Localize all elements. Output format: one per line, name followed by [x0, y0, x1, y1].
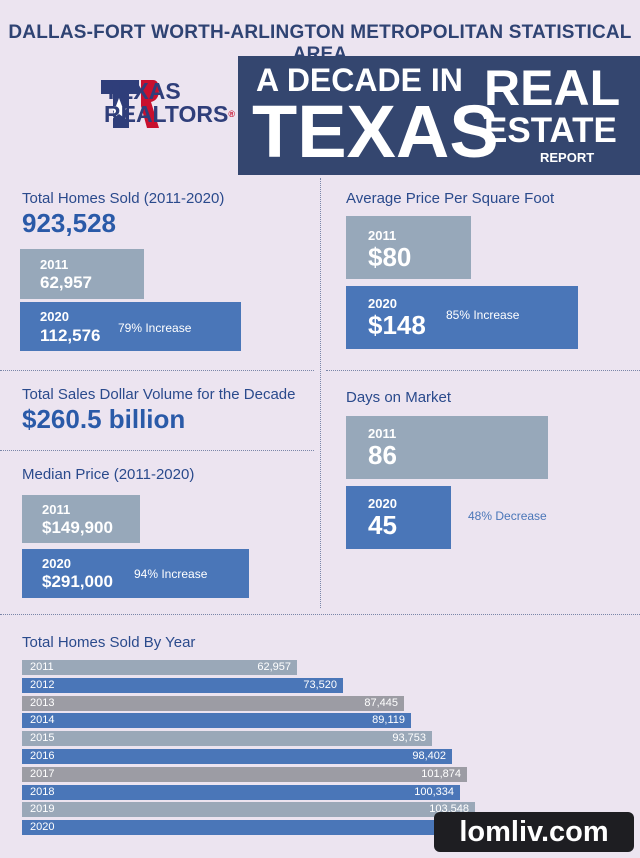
- total-homes-2011-box: 2011 62,957: [20, 249, 144, 299]
- box-year: 2020: [40, 309, 69, 324]
- bar-value-label: 101,874: [421, 768, 461, 780]
- bar-2019: 2019 103,548: [22, 802, 475, 817]
- change-note: 85% Increase: [446, 308, 520, 322]
- column-divider: [320, 178, 321, 608]
- divider-left-1: [0, 370, 314, 371]
- bar-2012: 2012 73,520: [22, 678, 343, 693]
- bar-year-label: 2015: [30, 732, 55, 744]
- avg-price-2011-box: 2011 $80: [346, 216, 471, 279]
- bar-value-label: 98,402: [412, 750, 446, 762]
- texas-realtors-logo-icon: [101, 80, 159, 128]
- sales-volume-value: $260.5 billion: [22, 404, 186, 434]
- total-homes-2020-box: 2020 112,576 79% Increase: [20, 302, 241, 351]
- days-2020-box: 2020 45: [346, 486, 451, 549]
- total-homes-sold-value: 923,528: [22, 208, 116, 238]
- bar-value-label: 62,957: [257, 661, 291, 673]
- median-2011-box: 2011 $149,900: [22, 495, 140, 543]
- bar-2014: 2014 89,119: [22, 713, 411, 728]
- bar-2017: 2017 101,874: [22, 767, 467, 782]
- banner-real: REAL: [484, 60, 621, 116]
- bar-value-label: 93,753: [392, 732, 426, 744]
- report-banner: A DECADE IN TEXAS REAL ESTATE REPORT: [238, 56, 640, 175]
- divider-left-2: [0, 450, 314, 451]
- change-note: 79% Increase: [118, 321, 192, 335]
- box-year: 2020: [42, 556, 71, 571]
- box-year: 2011: [368, 426, 397, 441]
- bar-2018: 2018 100,334: [22, 785, 460, 800]
- divider-bottom: [0, 614, 640, 615]
- box-value: 86: [368, 440, 397, 470]
- days-change-note: 48% Decrease: [468, 509, 547, 523]
- banner-report: REPORT: [540, 150, 595, 165]
- bar-value-label: 89,119: [372, 714, 405, 726]
- median-price-label: Median Price (2011-2020): [22, 466, 195, 483]
- chart-title: Total Homes Sold By Year: [22, 634, 196, 651]
- median-2020-box: 2020 $291,000 94% Increase: [22, 549, 249, 598]
- bar-value-label: 73,520: [303, 679, 337, 691]
- box-year: 2011: [42, 502, 71, 517]
- box-year: 2011: [368, 228, 397, 243]
- total-homes-sold-label: Total Homes Sold (2011-2020): [22, 190, 225, 207]
- bar-year-label: 2017: [30, 768, 55, 780]
- box-year: 2020: [368, 496, 397, 511]
- box-year: 2011: [40, 257, 69, 272]
- sales-volume-label: Total Sales Dollar Volume for the Decade: [22, 386, 296, 403]
- avg-price-2020-box: 2020 $148 85% Increase: [346, 286, 578, 349]
- box-value: $80: [368, 242, 412, 272]
- banner-line-decade: A DECADE IN: [256, 62, 463, 98]
- box-value: 112,576: [40, 326, 101, 345]
- bar-year-label: 2019: [30, 803, 55, 815]
- box-value: $149,900: [42, 518, 113, 537]
- box-value: $148: [368, 310, 426, 340]
- bar-year-label: 2011: [30, 661, 54, 673]
- bar-2013: 2013 87,445: [22, 696, 404, 711]
- banner-estate: ESTATE: [484, 111, 617, 150]
- watermark: lomliv.com: [434, 812, 634, 852]
- days-2011-box: 2011 86: [346, 416, 548, 479]
- bar-year-label: 2020: [30, 821, 55, 833]
- box-value: $291,000: [42, 572, 113, 591]
- bar-2011: 2011 62,957: [22, 660, 297, 675]
- bar-value-label: 87,445: [364, 697, 398, 709]
- logo-line-texas: TEXAS: [104, 78, 181, 104]
- bar-year-label: 2018: [30, 786, 55, 798]
- box-value: 45: [368, 510, 397, 540]
- divider-right-1: [326, 370, 640, 371]
- bar-value-label: 100,334: [414, 786, 454, 798]
- avg-price-sqft-label: Average Price Per Square Foot: [346, 190, 555, 207]
- logo-line-realtors: REALTORS: [104, 101, 229, 127]
- bar-year-label: 2012: [30, 679, 55, 691]
- banner-line-texas: TEXAS: [252, 90, 499, 173]
- box-year: 2020: [368, 296, 397, 311]
- logo-wordmark: TEXAS REALTORS®: [104, 80, 235, 126]
- bar-2016: 2016 98,402: [22, 749, 452, 764]
- change-note: 94% Increase: [134, 567, 208, 581]
- days-on-market-label: Days on Market: [346, 389, 452, 406]
- registered-mark: ®: [228, 109, 236, 119]
- bar-year-label: 2016: [30, 750, 55, 762]
- bar-2015: 2015 93,753: [22, 731, 432, 746]
- bar-year-label: 2014: [30, 714, 55, 726]
- bar-year-label: 2013: [30, 697, 55, 709]
- box-value: 62,957: [40, 273, 92, 292]
